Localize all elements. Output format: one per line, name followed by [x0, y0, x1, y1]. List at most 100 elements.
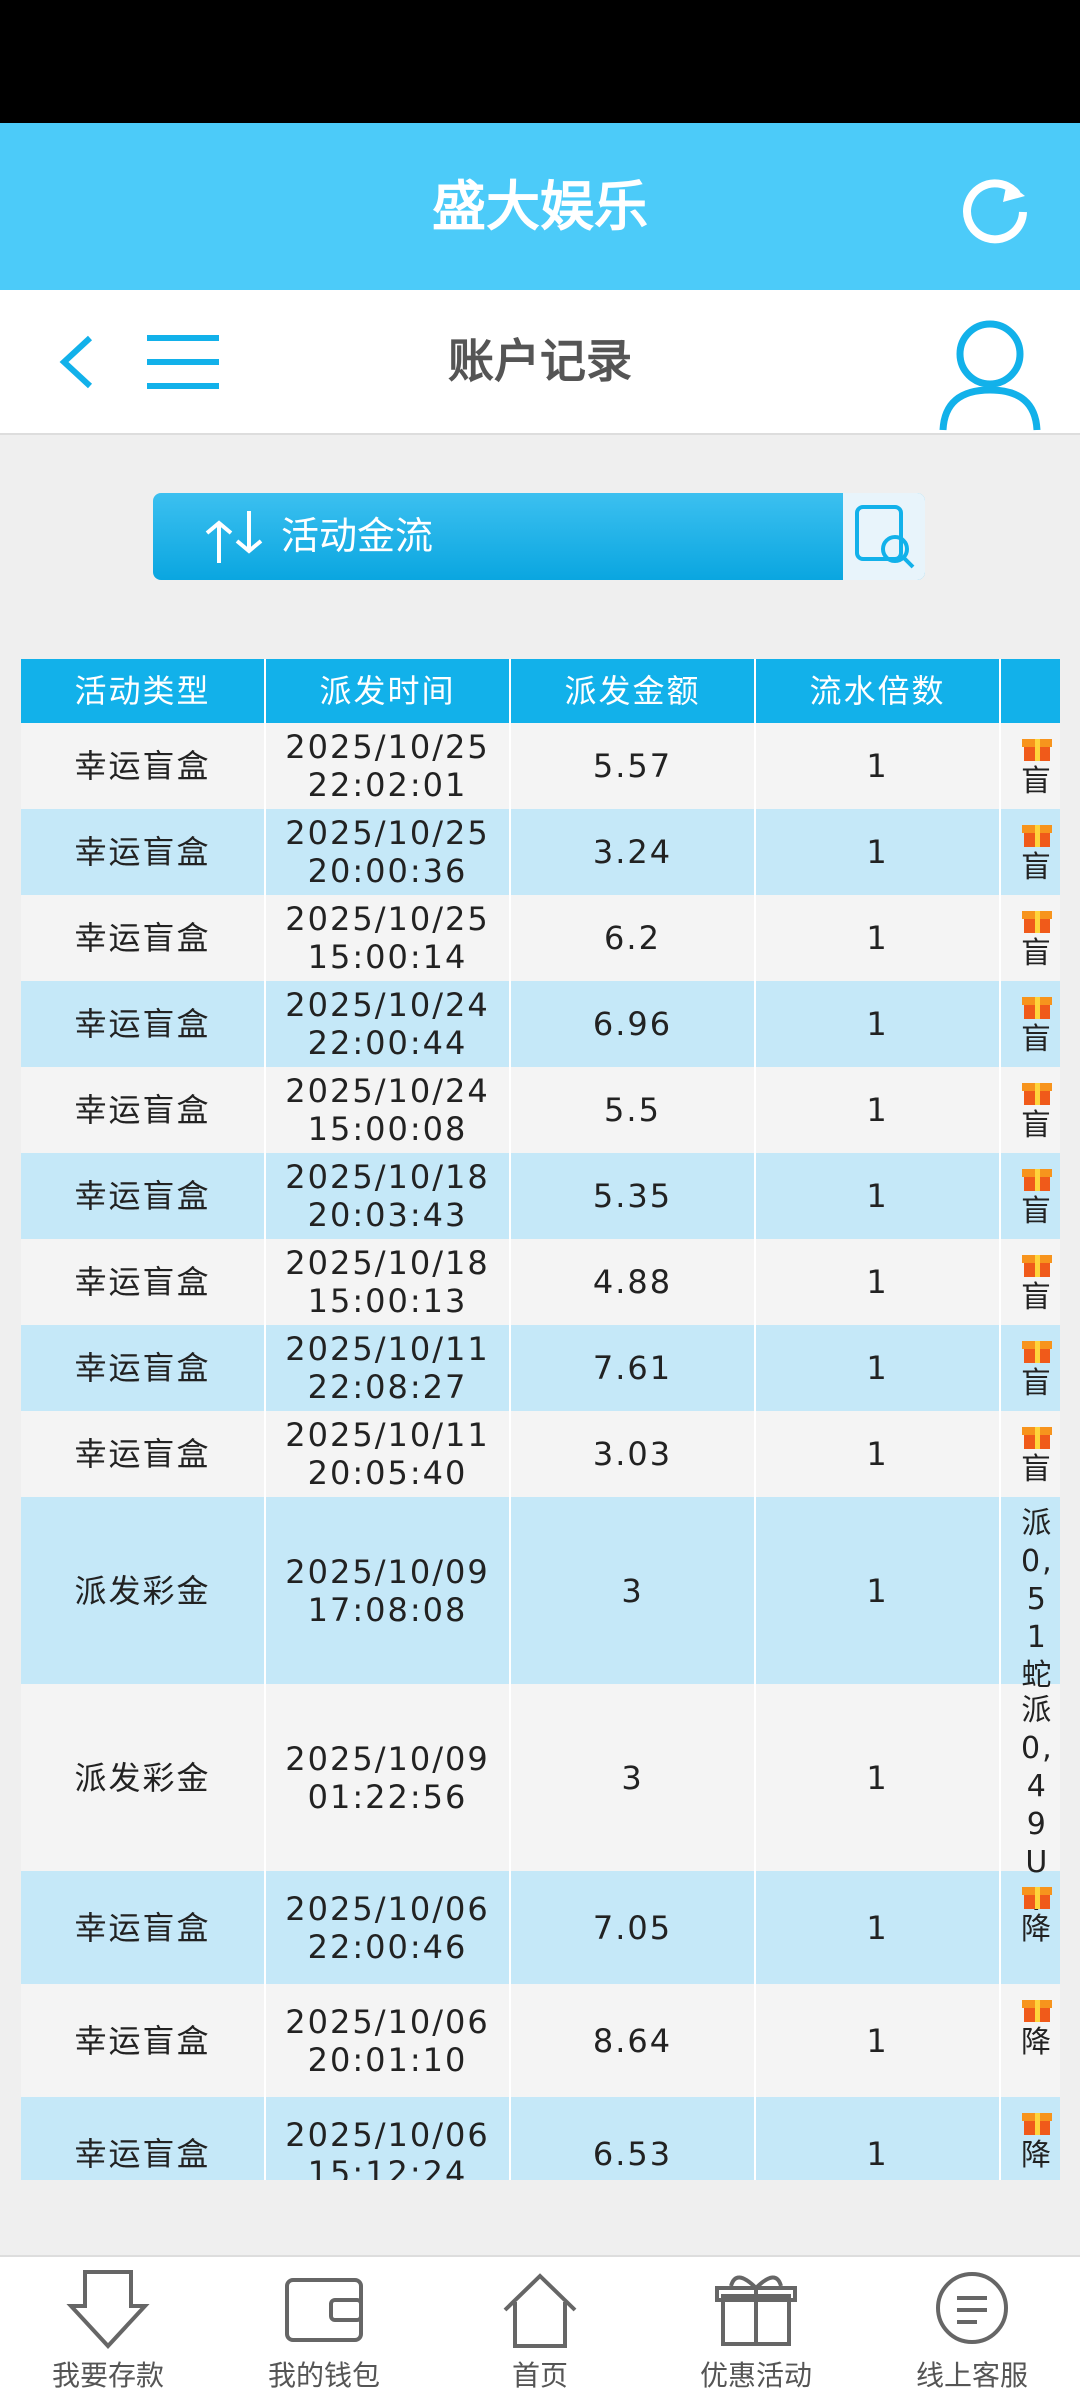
refresh-button[interactable] [955, 168, 1035, 248]
remark-text: 盲 [1021, 1366, 1053, 1401]
app-header: 盛大娱乐 [0, 123, 1080, 290]
table-cell: 1 [756, 809, 1001, 895]
nav-icon [66, 2270, 150, 2349]
remark-text: 盲 [1021, 1452, 1053, 1487]
nav-icon [503, 2273, 577, 2348]
nav-item[interactable]: 首页 [432, 2257, 648, 2402]
table-cell: 1 [756, 1325, 1001, 1411]
table-cell: 派发彩金 [21, 1497, 266, 1684]
remark-cell: 派 0, 51 蛇 [1001, 1497, 1060, 1693]
exchange-icon [205, 511, 263, 563]
nav-label: 优惠活动 [699, 2359, 812, 2392]
gift-icon [1022, 1887, 1052, 1909]
app-title: 盛大娱乐 [432, 175, 648, 238]
table-cell: 2025/10/18 20:03:43 [266, 1153, 511, 1239]
table-cell: 1 [756, 2097, 1001, 2180]
user-button[interactable] [935, 312, 1045, 432]
remark-cell: 降 [1001, 1984, 1060, 2097]
nav-label: 我的钱包 [267, 2359, 380, 2392]
table-cell: 幸运盲盒 [21, 1325, 266, 1411]
table-cell: 幸运盲盒 [21, 2097, 266, 2180]
search-button[interactable] [843, 493, 925, 580]
table-cell: 1 [756, 1153, 1001, 1239]
gift-icon [1022, 997, 1052, 1019]
back-button[interactable] [50, 330, 110, 394]
table-cell: 2025/10/24 22:00:44 [266, 981, 511, 1067]
remark-text: 盲 [1021, 1280, 1053, 1315]
gift-icon [1022, 911, 1052, 933]
table-cell: 2025/10/06 20:01:10 [266, 1984, 511, 2097]
table-cell: 2025/10/18 15:00:13 [266, 1239, 511, 1325]
nav-label: 线上客服 [915, 2359, 1028, 2392]
nav-item[interactable]: 优惠活动 [648, 2257, 864, 2402]
column-header: 活动类型 [21, 659, 266, 723]
table-cell: 幸运盲盒 [21, 981, 266, 1067]
table-cell: 3 [511, 1497, 756, 1684]
nav-label: 我要存款 [51, 2359, 164, 2392]
table-cell: 7.61 [511, 1325, 756, 1411]
column-header [1001, 659, 1060, 723]
tab-bar[interactable]: 活动金流 [153, 493, 925, 580]
table-row: 幸运盲盒 2025/10/24 15:00:08 5.5 1 盲 [21, 1067, 1060, 1153]
nav-icon [285, 2278, 363, 2342]
table-cell: 1 [756, 723, 1001, 809]
table-cell: 1 [756, 1067, 1001, 1153]
gift-icon [1022, 2000, 1052, 2022]
remark-cell: 盲 [1001, 1067, 1060, 1153]
table-cell: 幸运盲盒 [21, 1411, 266, 1497]
remark-text: 盲 [1021, 850, 1053, 885]
nav-icon [936, 2272, 1008, 2344]
page-title: 账户记录 [448, 334, 632, 388]
gift-icon [1022, 1427, 1052, 1449]
table-cell: 幸运盲盒 [21, 723, 266, 809]
menu-button[interactable] [145, 332, 221, 392]
gift-icon [1022, 825, 1052, 847]
table-cell: 3 [511, 1684, 756, 1871]
nav-icon [715, 2275, 797, 2346]
table-row: 幸运盲盒 2025/10/25 22:02:01 5.57 1 盲 [21, 723, 1060, 809]
table-cell: 幸运盲盒 [21, 895, 266, 981]
table-cell: 1 [756, 1239, 1001, 1325]
remark-text: 盲 [1021, 936, 1053, 971]
table-cell: 2025/10/06 22:00:46 [266, 1871, 511, 1984]
nav-item[interactable]: 我要存款 [0, 2257, 216, 2402]
table-row: 幸运盲盒 2025/10/11 22:08:27 7.61 1 盲 [21, 1325, 1060, 1411]
table-cell: 1 [756, 1411, 1001, 1497]
table-row: 幸运盲盒 2025/10/25 15:00:14 6.2 1 盲 [21, 895, 1060, 981]
table-row: 幸运盲盒 2025/10/25 20:00:36 3.24 1 盲 [21, 809, 1060, 895]
table-cell: 幸运盲盒 [21, 1239, 266, 1325]
table-cell: 1 [756, 981, 1001, 1067]
table-cell: 5.5 [511, 1067, 756, 1153]
table-cell: 幸运盲盒 [21, 1871, 266, 1984]
remark-cell: 盲 [1001, 1153, 1060, 1239]
table-cell: 2025/10/09 01:22:56 [266, 1684, 511, 1871]
bottom-nav: 我要存款 我的钱包 首页 优惠活动 线上客服 [0, 2255, 1080, 2402]
nav-label: 首页 [511, 2359, 568, 2392]
remark-cell: 盲 [1001, 1411, 1060, 1497]
table-cell: 6.2 [511, 895, 756, 981]
table-cell: 2025/10/11 22:08:27 [266, 1325, 511, 1411]
nav-item[interactable]: 线上客服 [864, 2257, 1080, 2402]
table-cell: 8.64 [511, 1984, 756, 2097]
remark-cell: 盲 [1001, 1239, 1060, 1325]
table-cell: 幸运盲盒 [21, 809, 266, 895]
table-row: 幸运盲盒 2025/10/24 22:00:44 6.96 1 盲 [21, 981, 1060, 1067]
tab-label: 活动金流 [281, 514, 434, 558]
table-cell: 6.96 [511, 981, 756, 1067]
remark-text: 盲 [1021, 764, 1053, 799]
remark-cell: 盲 [1001, 895, 1060, 981]
nav-item[interactable]: 我的钱包 [216, 2257, 432, 2402]
table-cell: 2025/10/09 17:08:08 [266, 1497, 511, 1684]
record-table: 活动类型 派发时间 派发金额 流水倍数 幸运盲盒 2025/10/25 22:02:01 5… [21, 659, 1060, 2180]
table-cell: 派发彩金 [21, 1684, 266, 1871]
remark-text: 降 [1021, 1912, 1053, 1947]
column-header: 流水倍数 [756, 659, 1001, 723]
table-cell: 2025/10/11 20:05:40 [266, 1411, 511, 1497]
table-cell: 6.53 [511, 2097, 756, 2180]
table-cell: 2025/10/25 22:02:01 [266, 723, 511, 809]
table-cell: 1 [756, 1984, 1001, 2097]
table-cell: 1 [756, 1684, 1001, 1871]
table-cell: 7.05 [511, 1871, 756, 1984]
remark-cell: 盲 [1001, 981, 1060, 1067]
